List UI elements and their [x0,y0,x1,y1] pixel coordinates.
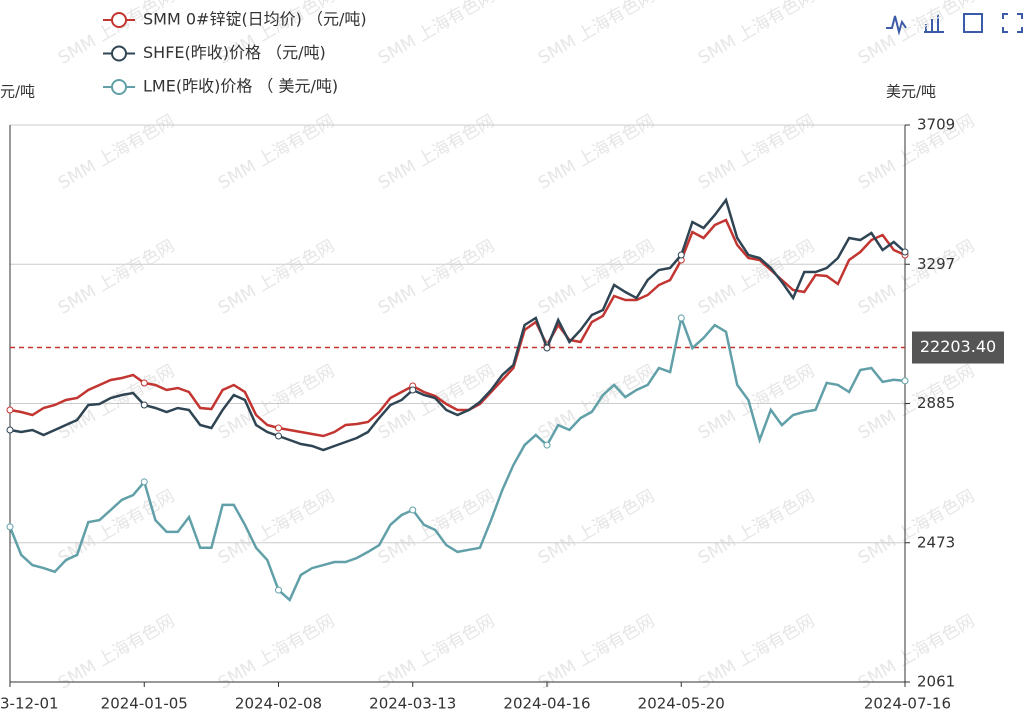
watermark: SMM 上海有色网 [535,236,658,319]
toolbox [886,13,1023,36]
x-tick-label: 2024-02-08 [235,695,322,713]
point [140,478,148,486]
watermark: SMM 上海有色网 [855,486,978,569]
point [140,401,148,409]
watermark: SMM 上海有色网 [695,111,818,194]
point [543,344,551,352]
point [901,248,909,256]
watermark: SMM 上海有色网 [375,611,498,694]
watermark: SMM 上海有色网 [375,486,498,569]
y2-tick-label: 2885 [917,394,955,412]
x-tick-label: 2024-07-16 [864,695,951,713]
point [409,386,417,394]
watermark: SMM 上海有色网 [55,361,178,444]
legend-label: SMM 0#锌锭(日均价) （元/吨) [143,10,367,29]
point [6,406,14,414]
point [275,432,282,440]
mark-label: 22203.40 [920,337,996,356]
watermark: SMM 上海有色网 [215,111,338,194]
watermark: SMM 上海有色网 [55,111,178,194]
point [677,314,685,322]
point [140,379,148,387]
point [275,586,282,594]
mark-label-box [912,331,1004,364]
tool-line[interactable] [886,15,907,36]
series-line [9,218,906,438]
x-tick-label: 2024-01-05 [101,695,188,713]
watermark: SMM 上海有色网 [535,486,658,569]
watermark: SMM 上海有色网 [695,611,818,694]
watermark: SMM 上海有色网 [375,111,498,194]
x-tick-label: 2024-03-13 [369,695,456,713]
point [275,424,282,432]
y2-tick-label: 3297 [917,255,955,273]
legend-label: LME(昨收)价格 （ 美元/吨) [143,77,338,96]
watermark: SMM 上海有色网 [215,611,338,694]
watermark: SMM 上海有色网 [855,0,978,69]
watermark: SMM 上海有色网 [695,486,818,569]
x-tick-label: 3-12-01 [0,695,59,713]
point [409,506,417,514]
y2-tick-label: 2473 [917,533,955,551]
watermark: SMM 上海有色网 [535,0,658,69]
point [6,523,14,531]
series-line [9,197,906,452]
y2-tick-label: 2061 [917,673,955,691]
watermark: SMM 上海有色网 [535,611,658,694]
point [543,441,551,449]
watermark: SMM 上海有色网 [535,111,658,194]
tool-save[interactable] [963,13,983,33]
x-tick-label: 2024-04-16 [503,695,590,713]
watermark: SMM 上海有色网 [215,236,338,319]
point [6,426,14,434]
legend-icon [111,45,127,62]
watermark: SMM 上海有色网 [855,236,978,319]
point [677,251,685,259]
watermark: SMM 上海有色网 [215,361,338,444]
tool-fullscreen[interactable] [1002,13,1023,33]
watermark: SMM 上海有色网 [375,236,498,319]
legend-icon [111,79,127,95]
watermark: SMM 上海有色网 [55,236,178,319]
tool-bar[interactable] [924,14,944,33]
series-line [8,313,906,602]
watermark: SMM 上海有色网 [375,0,498,69]
watermark: SMM 上海有色网 [695,236,818,319]
watermark: SMM 上海有色网 [55,611,178,694]
y2-axis-title: 美元/吨 [886,83,936,101]
legend-icon [111,12,127,28]
legend-label: SHFE(昨收)价格 （元/吨) [143,43,326,62]
y2-tick-label: 3709 [917,116,955,134]
x-tick-label: 2024-05-20 [638,695,725,713]
point [901,377,909,385]
watermark: SMM 上海有色网 [215,486,338,569]
watermark: SMM 上海有色网 [695,0,818,69]
y-axis-title: 元/吨 [0,83,35,101]
